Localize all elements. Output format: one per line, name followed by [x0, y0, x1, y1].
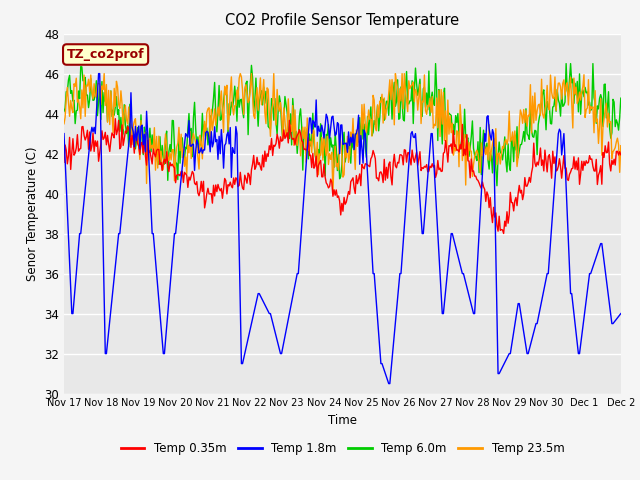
Y-axis label: Senor Temperature (C): Senor Temperature (C) — [26, 146, 38, 281]
Text: TZ_co2prof: TZ_co2prof — [67, 48, 145, 61]
Title: CO2 Profile Sensor Temperature: CO2 Profile Sensor Temperature — [225, 13, 460, 28]
X-axis label: Time: Time — [328, 414, 357, 427]
Legend: Temp 0.35m, Temp 1.8m, Temp 6.0m, Temp 23.5m: Temp 0.35m, Temp 1.8m, Temp 6.0m, Temp 2… — [116, 437, 569, 460]
